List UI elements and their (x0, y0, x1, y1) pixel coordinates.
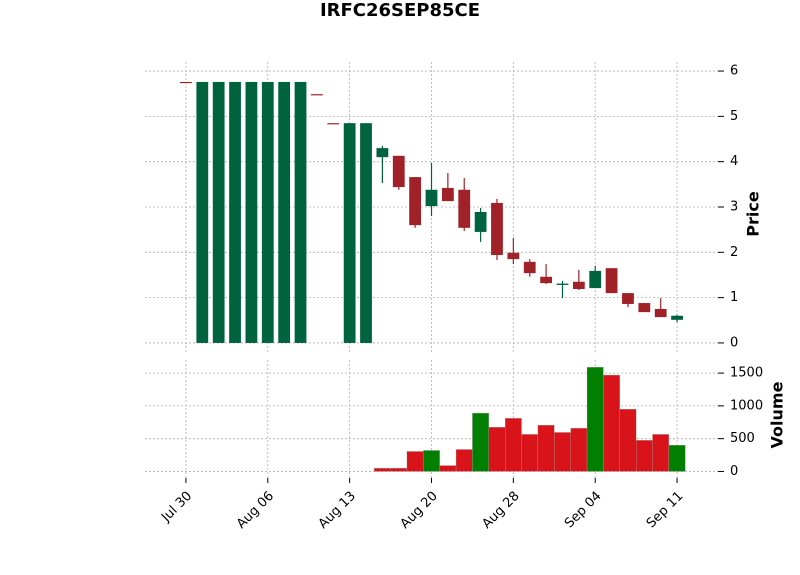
volume-bar (505, 418, 522, 472)
y-tick-label: 3 (730, 200, 738, 215)
candle-body (376, 148, 389, 158)
volume-axis-label: Volume (768, 381, 787, 448)
candle-body (638, 303, 651, 313)
candle-body (523, 261, 536, 274)
candle-body (458, 189, 471, 228)
x-tick-label: Sep 11 (644, 489, 687, 532)
x-tick-label: Aug 13 (316, 489, 359, 532)
volume-bar (537, 425, 555, 472)
candle-body (474, 211, 487, 232)
volume-tick-label: 0 (730, 464, 738, 479)
x-tick-label: Aug 06 (234, 489, 277, 532)
candle-body (605, 268, 618, 294)
volume-bar (554, 432, 571, 472)
x-tick-label: Aug 28 (479, 489, 522, 532)
volume-bar (390, 468, 408, 472)
candle-body (589, 270, 602, 289)
volume-bar (603, 374, 620, 472)
volume-bar (374, 468, 391, 472)
volume-bar (652, 434, 670, 472)
y-tick-label: 6 (730, 64, 738, 79)
candle-body (294, 81, 307, 343)
candle-body (180, 81, 192, 84)
volume-tick-label: 500 (730, 431, 755, 446)
candle-body (245, 81, 258, 343)
candle-body (311, 94, 323, 96)
candle-body (327, 123, 340, 125)
y-axis-label: Price (744, 191, 763, 237)
volume-bar (570, 428, 588, 472)
y-tick-label: 2 (730, 245, 738, 260)
candle-body (671, 315, 683, 320)
candle-body (343, 123, 356, 343)
candle-body (622, 293, 634, 304)
volume-bar (619, 409, 637, 472)
candle-body (409, 177, 422, 226)
y-tick-label: 1 (730, 290, 738, 305)
candle-body (491, 202, 503, 256)
chart-title: IRFC26SEP85CE (320, 0, 480, 21)
y-tick-label: 4 (730, 154, 738, 169)
candle-body (278, 81, 291, 343)
volume-bar (668, 445, 686, 472)
candle-body (196, 81, 209, 343)
candle-body (441, 187, 454, 202)
candle-body (360, 123, 372, 343)
candle-body (212, 81, 225, 343)
candle-body (261, 81, 274, 343)
candle-body (556, 283, 569, 285)
candle-body (229, 81, 241, 343)
candle-body (392, 155, 405, 188)
y-tick-label: 5 (730, 109, 738, 124)
y-tick-label: 0 (730, 335, 738, 350)
volume-bar (586, 367, 604, 472)
volume-bar (635, 440, 653, 472)
volume-bar (521, 434, 539, 472)
volume-bar (472, 412, 489, 472)
marks (180, 81, 686, 472)
x-tick-label: Sep 04 (562, 489, 605, 532)
candle-body (507, 252, 520, 260)
volume-bar (455, 449, 473, 472)
volume-bar (488, 427, 506, 472)
x-tick-label: Jul 30 (158, 489, 195, 526)
volume-tick-label: 1500 (730, 366, 763, 381)
candle-body (572, 281, 585, 290)
candle-body (425, 189, 438, 207)
x-tick-label: Aug 20 (398, 489, 441, 532)
candle-body (654, 308, 667, 318)
volume-bar (406, 451, 424, 472)
volume-bar (439, 465, 457, 472)
volume-bar (423, 450, 440, 472)
candle-body (540, 276, 552, 284)
volume-tick-label: 1000 (730, 398, 763, 413)
